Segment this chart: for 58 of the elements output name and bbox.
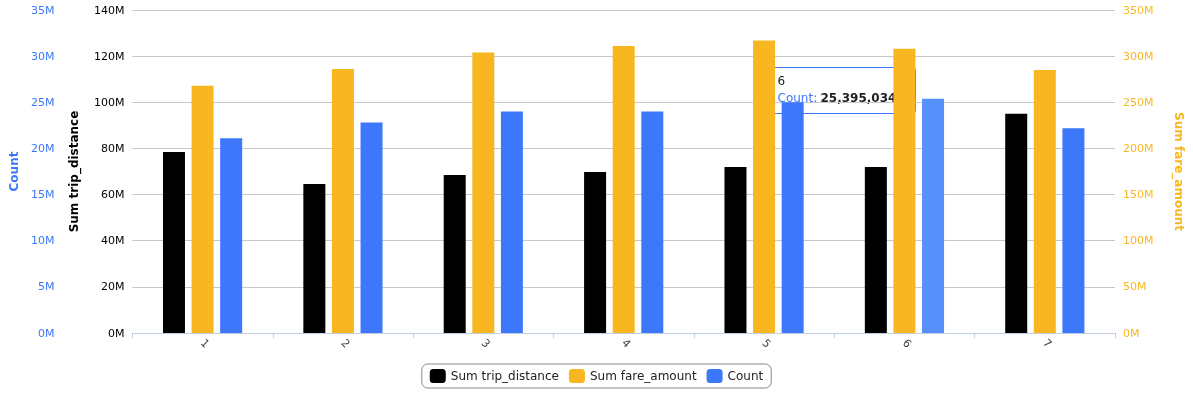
- bar: [612, 45, 635, 333]
- bar: [922, 98, 945, 333]
- x-tick-label: 7: [1040, 336, 1055, 351]
- y3-tick-label: 15M: [30, 188, 55, 202]
- y3-tick-label: 5M: [37, 280, 55, 294]
- bar: [584, 171, 607, 333]
- y-tick-label: 100M: [93, 95, 125, 109]
- y3-tick-label: 25M: [30, 95, 55, 109]
- y-tick-label: 20M: [100, 280, 125, 294]
- x-tick-label: 3: [478, 336, 493, 351]
- bar: [864, 166, 887, 333]
- y-axis-title: Sum trip_distance: [67, 110, 83, 233]
- annotation: 6: [777, 73, 786, 88]
- bar: [443, 174, 466, 333]
- y2-tick-label: 100M: [1123, 234, 1154, 248]
- bar: [1062, 128, 1085, 333]
- y2-tick-label: 350M: [1123, 3, 1154, 17]
- y2-tick-label: 50M: [1123, 280, 1147, 294]
- x-tick-label: 5: [759, 336, 774, 351]
- y3-tick-label: 35M: [30, 3, 55, 17]
- bar: [1005, 113, 1028, 333]
- legend-label: Sum fare_amount: [589, 369, 697, 383]
- y-tick-label: 120M: [93, 49, 125, 63]
- bar: [331, 69, 354, 333]
- bar: [303, 183, 326, 333]
- y-tick-label: 0M: [107, 326, 125, 340]
- y-tick-label: 80M: [100, 141, 125, 155]
- bar: [220, 138, 243, 333]
- y-tick-label: 60M: [100, 188, 125, 202]
- y-tick-label: 140M: [93, 3, 125, 17]
- bar: [500, 111, 523, 333]
- x-tick-label: 1: [197, 336, 213, 351]
- x-tick-label: 2: [338, 336, 353, 351]
- y2-tick-label: 0M: [1123, 326, 1140, 340]
- y3-tick-label: 10M: [30, 234, 55, 248]
- legend-label: Sum trip_distance: [450, 369, 559, 383]
- legend-label: Count: [727, 369, 764, 383]
- y2-axis-title: Sum fare_amount: [1171, 112, 1186, 232]
- bar: [641, 111, 664, 333]
- bar: [360, 122, 383, 333]
- x-tick-label: 4: [619, 336, 634, 351]
- bar: [191, 85, 214, 333]
- y-tick-label: 40M: [100, 234, 125, 248]
- y3-tick-label: 0M: [37, 326, 55, 340]
- y2-tick-label: 250M: [1123, 95, 1154, 109]
- bar: [893, 48, 916, 333]
- y2-tick-label: 300M: [1123, 49, 1154, 63]
- y2-tick-label: 150M: [1123, 188, 1154, 202]
- y3-tick-label: 30M: [30, 49, 55, 63]
- x-tick-label: 6: [899, 336, 914, 351]
- bar: [472, 52, 495, 333]
- bar: [162, 151, 185, 333]
- y3-tick-label: 20M: [30, 141, 55, 155]
- y2-tick-label: 200M: [1123, 141, 1154, 155]
- y3-axis-title: Count: [7, 151, 21, 192]
- bar: [753, 40, 776, 333]
- bar: [724, 166, 747, 333]
- bar: [1033, 69, 1056, 333]
